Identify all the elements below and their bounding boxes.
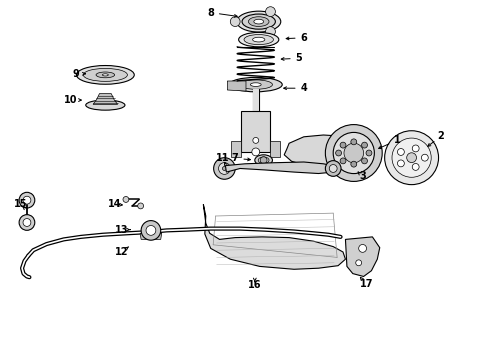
Ellipse shape — [248, 17, 269, 27]
Ellipse shape — [254, 19, 264, 24]
Text: 16: 16 — [248, 280, 262, 290]
Text: 1: 1 — [393, 135, 400, 145]
Circle shape — [407, 153, 416, 163]
Circle shape — [421, 154, 428, 161]
Circle shape — [23, 219, 31, 226]
Circle shape — [392, 138, 431, 177]
Polygon shape — [284, 135, 370, 169]
Circle shape — [412, 145, 419, 152]
Text: 14: 14 — [108, 199, 122, 210]
Circle shape — [397, 160, 404, 167]
Circle shape — [412, 163, 419, 170]
Circle shape — [385, 131, 439, 185]
Circle shape — [138, 203, 144, 209]
Circle shape — [141, 221, 161, 240]
Ellipse shape — [244, 35, 273, 45]
Text: 9: 9 — [73, 69, 79, 79]
Text: 8: 8 — [207, 8, 214, 18]
Polygon shape — [93, 94, 118, 104]
Text: 2: 2 — [438, 131, 444, 141]
Text: 3: 3 — [359, 171, 366, 181]
Circle shape — [252, 148, 260, 156]
Circle shape — [266, 7, 275, 17]
Circle shape — [329, 165, 337, 172]
Polygon shape — [227, 81, 246, 91]
Circle shape — [219, 163, 230, 174]
Circle shape — [19, 215, 35, 230]
Circle shape — [356, 260, 362, 266]
Circle shape — [222, 167, 226, 170]
Circle shape — [253, 138, 259, 143]
Ellipse shape — [83, 68, 127, 81]
Polygon shape — [231, 141, 241, 157]
Text: 15: 15 — [14, 199, 27, 210]
Text: 5: 5 — [295, 53, 302, 63]
Text: 11: 11 — [216, 153, 230, 163]
Text: 7: 7 — [232, 153, 239, 163]
Circle shape — [351, 161, 357, 167]
Ellipse shape — [239, 80, 272, 89]
Circle shape — [351, 139, 357, 145]
Circle shape — [340, 142, 346, 148]
Polygon shape — [203, 204, 345, 269]
Ellipse shape — [96, 72, 115, 78]
Polygon shape — [225, 162, 336, 174]
Circle shape — [325, 161, 341, 176]
Circle shape — [260, 157, 267, 164]
Circle shape — [366, 150, 372, 156]
Circle shape — [336, 150, 342, 156]
Circle shape — [397, 149, 404, 156]
Ellipse shape — [76, 66, 134, 84]
Ellipse shape — [237, 11, 281, 32]
Text: 4: 4 — [300, 83, 307, 93]
Circle shape — [340, 158, 346, 164]
Ellipse shape — [253, 37, 265, 42]
Text: 12: 12 — [115, 247, 128, 257]
Polygon shape — [140, 233, 162, 239]
Circle shape — [19, 192, 35, 208]
Circle shape — [344, 143, 364, 163]
Circle shape — [123, 197, 129, 202]
Text: 6: 6 — [300, 33, 307, 43]
Circle shape — [266, 27, 275, 36]
Circle shape — [214, 158, 235, 179]
Circle shape — [230, 17, 240, 27]
Ellipse shape — [250, 83, 261, 86]
Circle shape — [359, 244, 367, 252]
Ellipse shape — [102, 74, 108, 76]
Ellipse shape — [239, 32, 279, 47]
Polygon shape — [241, 111, 270, 152]
Polygon shape — [270, 141, 280, 157]
Circle shape — [333, 132, 374, 174]
Circle shape — [23, 196, 31, 204]
Text: 13: 13 — [115, 225, 128, 235]
Circle shape — [146, 225, 156, 235]
Text: 10: 10 — [64, 95, 78, 105]
Text: 17: 17 — [360, 279, 373, 289]
Ellipse shape — [86, 100, 125, 110]
Ellipse shape — [242, 14, 275, 29]
Polygon shape — [345, 237, 380, 276]
Ellipse shape — [229, 77, 282, 92]
Circle shape — [362, 142, 368, 148]
Circle shape — [325, 125, 382, 181]
Ellipse shape — [255, 155, 272, 166]
Ellipse shape — [258, 157, 269, 163]
Circle shape — [362, 158, 368, 164]
Polygon shape — [253, 89, 259, 119]
